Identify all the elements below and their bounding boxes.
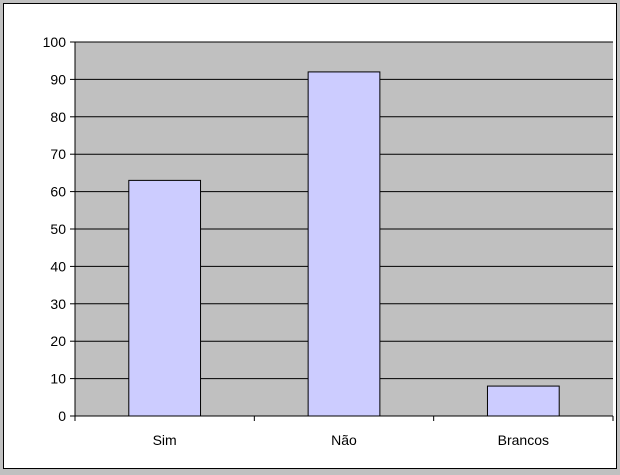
y-tick-label: 30 [50,296,66,312]
x-axis-ticks: Sim Não Brancos [74,416,614,448]
bar-2 [486,385,560,417]
x-tick-label: Brancos [498,432,549,448]
y-axis-ticks: 0 10 20 30 40 50 60 70 80 90 100 [43,34,75,424]
x-tick-label: Não [331,432,357,448]
y-tick-label: 100 [43,34,67,50]
y-tick-label: 20 [50,333,66,349]
y-tick-label: 50 [50,221,66,237]
x-tick-label: Sim [153,432,177,448]
bars [128,71,560,417]
y-tick-label: 0 [58,408,66,424]
bar-chart: 0 10 20 30 40 50 60 70 80 90 100 Sim Não Brancos [43,34,614,448]
y-tick-label: 10 [50,371,66,387]
y-tick-label: 40 [50,258,66,274]
y-tick-label: 90 [50,71,66,87]
bar-1 [307,71,381,417]
y-tick-label: 70 [50,146,66,162]
chart-area: 0 10 20 30 40 50 60 70 80 90 100 Sim Não Brancos [3,3,617,469]
bar-0 [128,179,202,417]
y-tick-label: 60 [50,184,66,200]
y-tick-label: 80 [50,109,66,125]
